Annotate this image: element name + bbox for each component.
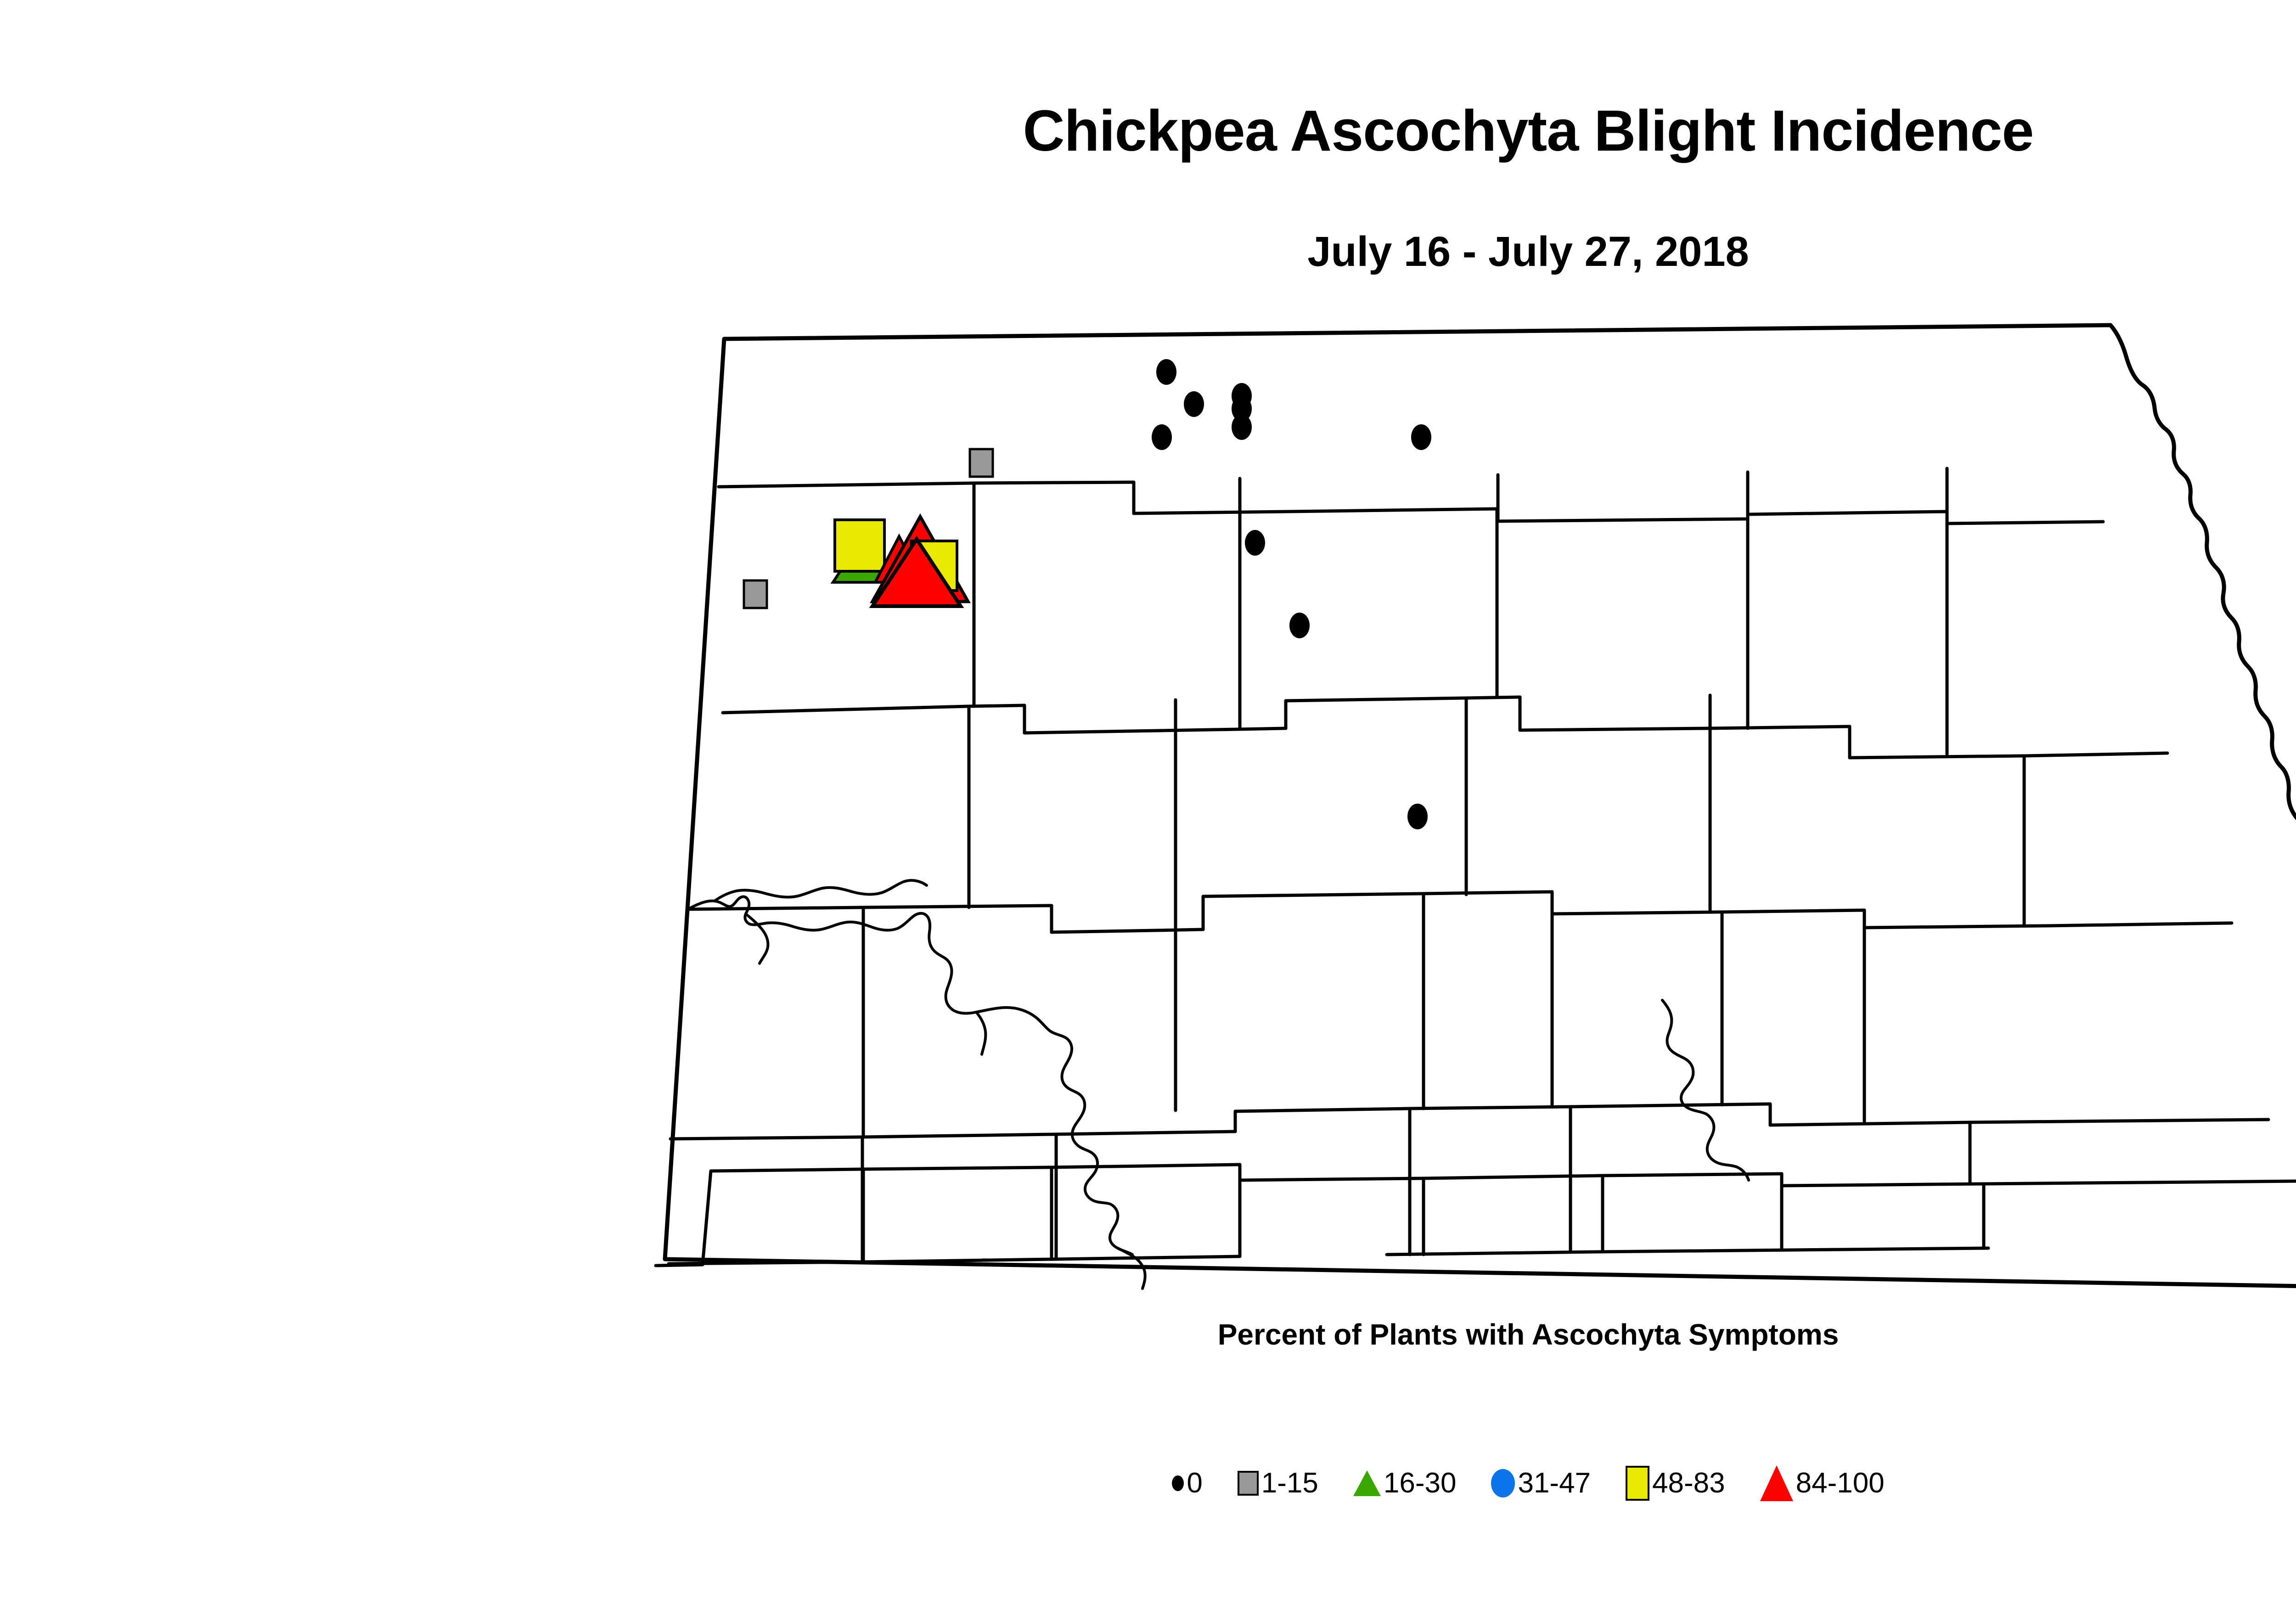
tier5-line-f [1601,1172,1986,1188]
red-triangle-icon [1760,1465,1793,1501]
marker-low-square [743,579,768,609]
tier6-line-c [1054,1255,1242,1261]
tier6-line-b [861,1257,1058,1264]
tier2-line-a [721,704,971,715]
tier4-line-d [1408,1105,1572,1110]
tier4-line-f [1968,1118,2270,1124]
tier6-line-f [1789,1246,1990,1252]
tier5-line-c [861,1165,1053,1171]
page-subtitle: July 16 - July 27, 2018 [1307,228,1749,275]
tier6-line-a [667,1260,865,1266]
little-missouri-mouth [744,912,770,965]
tier4-line-c [1054,1107,1412,1136]
legend-item-84-100[interactable]: 84-100 [1760,1465,1885,1501]
tier3-line-d [1422,890,1724,916]
tier6-line-e [1596,1248,1793,1254]
north-dakota-county-map [654,323,2296,1290]
blue-circle-icon [1491,1469,1515,1497]
legend-label-31-47: 31-47 [1518,1467,1591,1499]
marker-low-square [968,448,994,478]
tier2-line-e [1708,725,2026,760]
legend-item-1-15[interactable]: 1-15 [1237,1467,1318,1499]
green-triangle-icon [1353,1470,1381,1496]
marker-zero-dot [1407,804,1428,829]
missouri-river-south [1116,1247,1147,1290]
tier3-line-a [686,906,865,911]
tier3-line-b [861,904,1159,934]
legend: 0 1-15 16-30 31-47 48-83 84-100 [0,1442,2296,1525]
tier1-line-west [717,481,976,489]
marker-zero-dot [1411,424,1431,450]
legend-label-1-15: 1-15 [1261,1467,1318,1499]
tier5-line-b [701,1167,865,1267]
tier2-line-c [1238,696,1468,731]
marker-zero-dot [1232,396,1252,422]
gray-square-icon [1237,1471,1259,1496]
legend-item-31-47[interactable]: 31-47 [1491,1469,1591,1497]
legend-item-0[interactable]: 0 [1172,1467,1203,1499]
marker-zero-dot [1245,530,1265,556]
tier4-line-a [669,1135,864,1141]
lake-sakakawea-arm [713,879,928,902]
marker-zero-dot [1289,613,1310,638]
tier4-line-b [861,1132,1058,1139]
tier6-line-d [1385,1250,1600,1256]
black-dot-icon [1172,1475,1184,1491]
tier1-line-east [1286,507,2105,525]
tier5-line-d [1050,1163,1425,1182]
page-title: Chickpea Ascochyta Blight Incidence [1023,98,2034,163]
marker-zero-dot [1184,391,1204,417]
legend-title: Percent of Plants with Ascochyta Symptom… [1217,1318,1839,1351]
tier2-line-f [2022,751,2169,758]
missouri-river-lake-sakakawea [687,895,1134,1256]
map-container [0,317,2296,1318]
yellow-square-icon [1626,1466,1650,1501]
tier5-line-g [1982,1179,2296,1186]
tier2-line-d [1464,695,1712,732]
knife-river-confluence [975,1011,987,1056]
legend-label-0: 0 [1187,1467,1203,1499]
marker-high-square [833,518,886,573]
tier3-line-c [1155,892,1425,932]
state-outline [663,323,2296,1289]
james-river [1661,999,1750,1182]
data-markers [743,359,1431,829]
legend-item-16-30[interactable]: 16-30 [1353,1467,1457,1499]
legend-label-84-100: 84-100 [1795,1467,1885,1499]
marker-zero-dot [1156,359,1176,385]
county-boundaries [654,323,2296,1290]
marker-severe-triangle-front [869,535,964,608]
legend-item-48-83[interactable]: 48-83 [1626,1466,1725,1501]
marker-zero-dot [1232,414,1252,440]
tier5-line-e [1422,1174,1604,1180]
tier2-line-b [967,704,1242,735]
tier3-line-e [1720,908,2050,929]
tier3-line-f [2046,921,2234,928]
marker-zero-dot [1152,424,1172,450]
legend-label-16-30: 16-30 [1383,1467,1457,1499]
legend-label-48-83: 48-83 [1652,1467,1725,1499]
